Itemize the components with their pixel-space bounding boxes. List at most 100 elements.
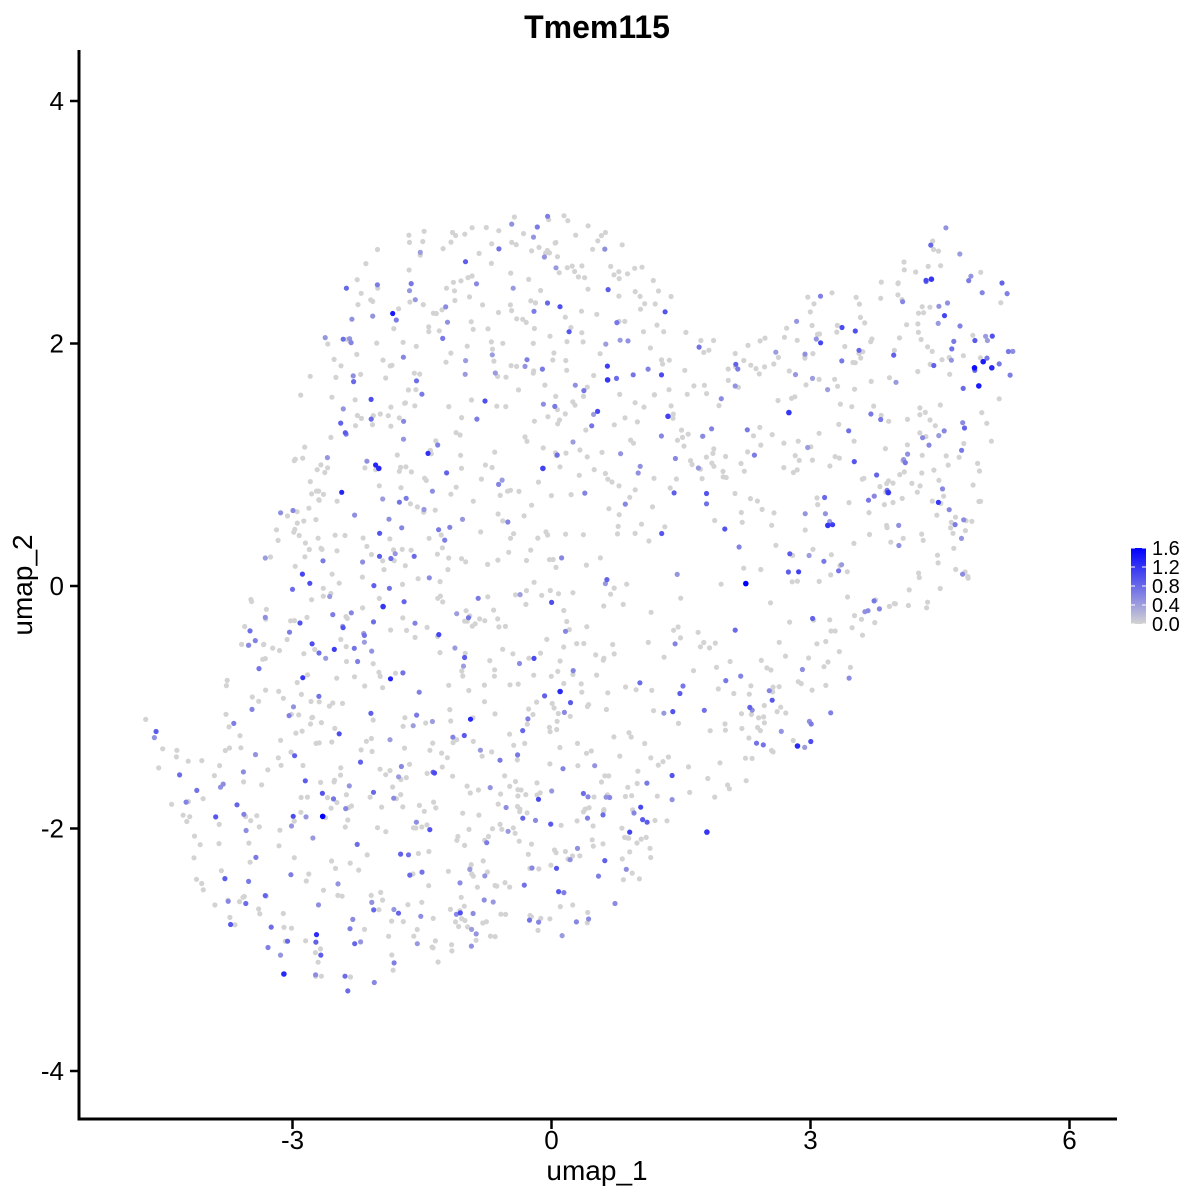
cell-point: [534, 780, 540, 786]
cell-point: [917, 483, 923, 489]
cell-point: [318, 720, 324, 726]
cell-point: [430, 945, 436, 951]
cell-point: [265, 944, 271, 951]
cell-point: [580, 393, 587, 399]
cell-point: [671, 490, 677, 496]
cell-point: [666, 357, 672, 363]
cell-point: [709, 426, 715, 432]
cell-point: [984, 337, 991, 344]
cell-point: [733, 361, 739, 367]
cell-point: [760, 742, 766, 748]
cell-point: [637, 463, 643, 469]
cell-point: [761, 720, 768, 726]
cell-point: [482, 873, 488, 879]
cell-point: [535, 479, 542, 485]
cell-point: [965, 573, 971, 580]
cell-point: [835, 383, 841, 389]
cell-point: [610, 641, 616, 648]
cell-point: [674, 437, 681, 443]
cell-point: [400, 919, 406, 925]
cell-point: [497, 821, 503, 828]
cell-point: [536, 919, 542, 925]
cell-point: [564, 367, 570, 373]
cell-point: [463, 358, 469, 364]
colorbar-label: 0.0: [1152, 614, 1180, 636]
cell-point: [325, 465, 331, 471]
cell-point: [243, 900, 249, 907]
cell-point: [426, 883, 432, 889]
cell-point: [796, 569, 802, 575]
cell-point: [245, 642, 252, 648]
cell-point: [491, 358, 497, 364]
cell-point: [306, 871, 312, 877]
cell-point: [957, 323, 963, 329]
cell-point: [810, 351, 816, 357]
cell-point: [512, 830, 518, 836]
cell-point: [410, 723, 416, 729]
cell-point: [440, 335, 446, 341]
cell-point: [420, 302, 426, 308]
cell-point: [320, 585, 326, 591]
cell-point: [558, 822, 564, 828]
cell-point: [388, 404, 394, 410]
cell-point: [335, 881, 341, 887]
cell-point: [932, 423, 938, 429]
cell-point: [377, 766, 383, 772]
cell-point: [540, 445, 546, 451]
cell-point: [624, 581, 630, 587]
cell-point: [687, 789, 693, 796]
cell-point: [377, 411, 383, 417]
cell-point: [531, 368, 537, 374]
cell-point: [509, 308, 515, 314]
cell-point: [481, 682, 487, 688]
cell-point: [514, 363, 520, 369]
cell-point: [487, 658, 493, 664]
cell-point: [469, 871, 475, 877]
cell-point: [581, 640, 587, 647]
cell-point: [890, 499, 896, 506]
cell-point: [620, 601, 626, 608]
cell-point: [790, 469, 797, 476]
cell-point: [962, 528, 969, 534]
cell-point: [723, 678, 729, 684]
cell-point: [970, 332, 976, 338]
cell-point-high: [665, 413, 671, 420]
cell-point: [307, 721, 314, 727]
cell-point: [329, 858, 335, 864]
cell-point: [770, 749, 776, 755]
cell-point: [625, 784, 631, 790]
cell-point: [920, 537, 926, 543]
cell-point: [897, 472, 903, 478]
cell-point: [551, 705, 557, 711]
cell-point: [618, 451, 624, 457]
cell-point: [749, 755, 755, 762]
cell-point: [496, 624, 502, 630]
cell-point: [948, 525, 954, 531]
cell-point: [753, 366, 759, 372]
cell-point: [617, 391, 623, 397]
cell-point: [360, 605, 366, 611]
cell-point: [468, 397, 475, 403]
cell-point: [470, 498, 476, 504]
cell-point: [937, 585, 943, 592]
cell-point: [153, 728, 159, 735]
cell-point: [560, 766, 566, 772]
cell-point: [570, 668, 576, 674]
cell-point: [515, 387, 522, 393]
cell-point: [904, 322, 910, 328]
cell-point: [507, 884, 513, 890]
cell-point: [919, 531, 925, 537]
cell-point: [448, 239, 454, 245]
cell-point: [603, 706, 610, 713]
cell-point: [307, 479, 313, 485]
cell-point: [522, 363, 528, 369]
cell-point: [464, 783, 470, 789]
cell-point: [323, 655, 329, 661]
cell-point: [514, 757, 520, 763]
cell-point: [722, 526, 728, 532]
cell-point: [738, 711, 745, 717]
cell-point: [583, 562, 590, 568]
cell-point: [979, 410, 985, 416]
cell-point: [361, 632, 367, 639]
cell-point: [582, 490, 588, 496]
